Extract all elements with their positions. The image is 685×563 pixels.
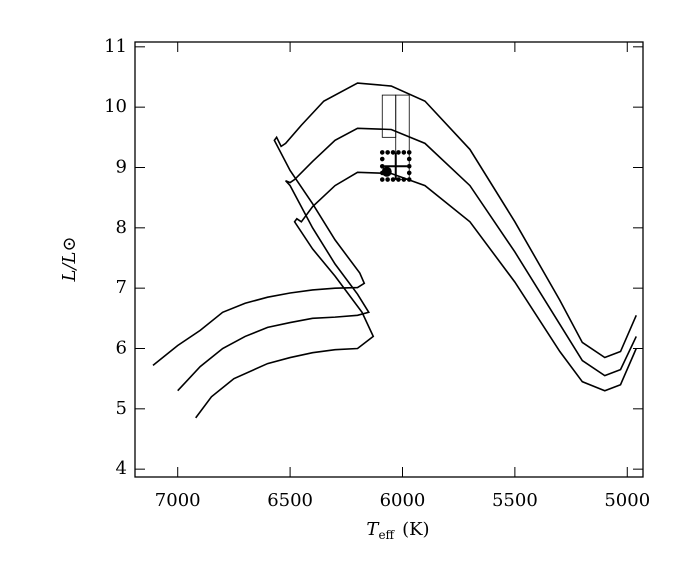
- grid-point: [406, 170, 412, 176]
- track-line: [195, 171, 637, 419]
- x-tick-label: 5000: [604, 490, 650, 511]
- grid-point: [390, 150, 396, 155]
- x-tick-label: 7000: [155, 490, 201, 511]
- grid-point: [406, 163, 412, 169]
- y-tick-label: 6: [116, 337, 127, 358]
- y-tick-label: 10: [104, 96, 127, 117]
- grid-point: [385, 177, 390, 182]
- track-line: [177, 127, 637, 392]
- grid-point: [379, 156, 385, 162]
- grid-point: [385, 150, 390, 155]
- grid-point: [406, 177, 412, 182]
- grid-point: [396, 177, 401, 182]
- grid-point: [379, 150, 385, 155]
- grid-point: [401, 177, 407, 182]
- y-tick-label: 5: [116, 398, 127, 419]
- x-tick-label: 6000: [380, 490, 426, 511]
- grid-point: [406, 156, 412, 162]
- x-tick-label: 6500: [267, 490, 313, 511]
- x-axis-label: Teff (K): [366, 519, 429, 542]
- y-tick-label: 9: [116, 156, 127, 177]
- x-label-subscript: eff: [378, 528, 395, 542]
- grid-point: [379, 177, 385, 182]
- grid-point: [401, 150, 407, 155]
- star-marker: [381, 166, 392, 177]
- grid-point: [406, 150, 412, 155]
- y-axis-label: L/L⊙: [59, 236, 80, 282]
- x-label-symbol: T: [366, 519, 380, 540]
- x-label-unit: (K): [402, 519, 430, 540]
- grid-point: [379, 163, 385, 169]
- grid-point: [396, 150, 401, 155]
- x-tick-label: 5500: [492, 490, 538, 511]
- track-line: [152, 82, 637, 367]
- y-tick-label: 7: [116, 277, 127, 298]
- plot-frame: [134, 41, 644, 478]
- y-tick-label: 4: [116, 458, 127, 479]
- y-tick-label: 8: [116, 217, 127, 238]
- grid-point: [390, 177, 396, 182]
- y-tick-label: 11: [104, 36, 127, 57]
